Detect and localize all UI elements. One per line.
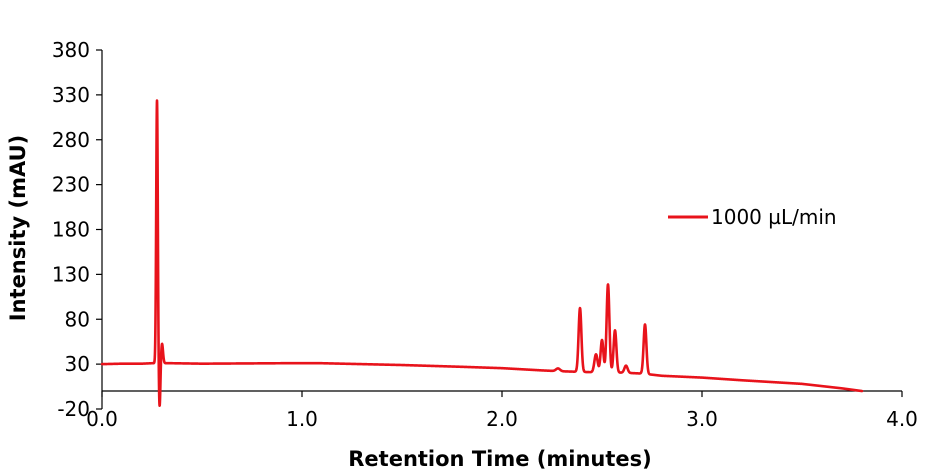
y-tick-label: 130 — [52, 262, 90, 286]
x-tick-label: 2.0 — [486, 407, 518, 431]
y-tick-label: 330 — [52, 83, 90, 107]
y-tick-label: 80 — [65, 307, 90, 331]
y-axis-title: Intensity (mAU) — [6, 135, 30, 321]
x-tick-label: 4.0 — [886, 407, 918, 431]
y-tick-labels: -20 30 80 130 180 230 280 330 380 — [52, 38, 102, 421]
series-line-1000 — [100, 99, 864, 407]
legend-label: 1000 µL/min — [711, 205, 837, 229]
y-tick-label: 230 — [52, 173, 90, 197]
x-tick-label: 3.0 — [686, 407, 718, 431]
y-tick-label: 30 — [65, 352, 90, 376]
legend: 1000 µL/min — [668, 205, 837, 229]
x-tick-label: 0.0 — [86, 407, 118, 431]
x-tick-labels: 0.0 1.0 2.0 3.0 4.0 — [86, 391, 918, 431]
x-tick-label: 1.0 — [286, 407, 318, 431]
y-tick-label: 180 — [52, 218, 90, 242]
y-tick-label: 280 — [52, 128, 90, 152]
x-axis-title: Retention Time (minutes) — [348, 447, 652, 471]
y-tick-label: -20 — [57, 397, 90, 421]
y-tick-label: 380 — [52, 38, 90, 62]
